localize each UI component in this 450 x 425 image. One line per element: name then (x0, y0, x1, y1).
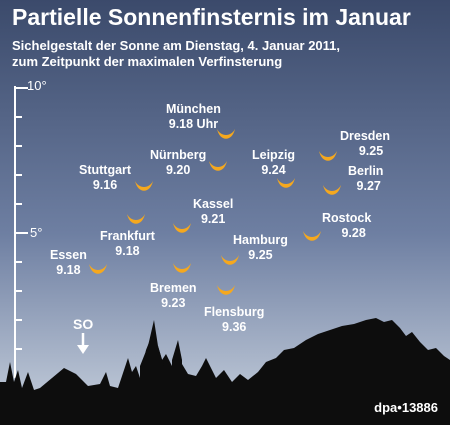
city-time: 9.36 (222, 320, 247, 334)
arrow-down-icon (77, 333, 89, 354)
axis-tick (14, 203, 22, 205)
axis-tick (14, 319, 22, 321)
sun-crescent-berlin (323, 185, 341, 195)
axis-tick-5 (14, 232, 28, 234)
image-credit: dpa•13886 (374, 400, 438, 415)
axis-tick-10 (14, 87, 28, 89)
city-name: Flensburg (204, 305, 265, 319)
sun-crescent-kassel (173, 223, 191, 233)
sun-crescent-dresden (319, 151, 337, 161)
city-label-berlin: Berlin 9.27 (348, 164, 383, 194)
city-name: Berlin (348, 164, 384, 178)
city-name: Dresden (340, 129, 391, 143)
axis-label-5: 5° (30, 225, 43, 240)
sun-crescent-hamburg (221, 255, 239, 265)
city-label-bremen: Bremen 9.23 (150, 281, 197, 311)
city-time: 9.24 (261, 163, 286, 177)
axis-label-10: 10° (27, 78, 47, 93)
city-name: Frankfurt (100, 229, 155, 243)
axis-tick (14, 145, 22, 147)
city-label-leipzig: Leipzig 9.24 (252, 148, 295, 178)
city-time: 9.18 (115, 244, 140, 258)
city-label-flensburg: Flensburg 9.36 (204, 305, 264, 335)
city-label-frankfurt: Frankfurt 9.18 (100, 229, 155, 259)
city-time: 9.25 (358, 144, 384, 158)
axis-tick (14, 174, 22, 176)
city-label-hamburg: Hamburg 9.25 (233, 233, 288, 263)
sun-crescent-nuernberg (209, 161, 227, 171)
sun-crescent-rostock (303, 231, 321, 241)
city-time: 9.18 Uhr (168, 117, 219, 131)
city-time: 9.18 (56, 263, 81, 277)
sun-crescent-flensburg (217, 285, 235, 295)
axis-tick (14, 348, 22, 350)
sun-crescent-leipzig (277, 178, 295, 188)
city-name: Hamburg (233, 233, 288, 247)
subtitle-line-1: Sichelgestalt der Sonne am Dienstag, 4. … (12, 38, 341, 53)
page-title: Partielle Sonnenfinsternis im Januar (12, 4, 411, 30)
city-time: 9.28 (341, 226, 366, 240)
sun-crescent-essen (89, 264, 107, 274)
direction-label: SO (73, 316, 94, 332)
city-name: Stuttgart (79, 163, 132, 177)
city-name: München (166, 102, 221, 116)
city-time: 9.27 (356, 179, 381, 193)
city-label-muenchen: München 9.18 Uhr (166, 102, 221, 132)
city-label-stuttgart: Stuttgart 9.16 (79, 163, 131, 193)
landscape-silhouette (0, 318, 450, 425)
city-name: Kassel (193, 197, 234, 211)
subtitle: Sichelgestalt der Sonne am Dienstag, 4. … (12, 38, 340, 70)
city-name: Leipzig (252, 148, 296, 162)
axis-tick (14, 116, 22, 118)
city-time: 9.23 (161, 296, 186, 310)
city-label-rostock: Rostock 9.28 (322, 211, 371, 241)
city-label-dresden: Dresden 9.25 (340, 129, 390, 159)
sun-crescent-bremen (173, 263, 191, 273)
sun-crescent-muenchen (217, 129, 235, 139)
city-name: Essen (50, 248, 87, 262)
sun-crescent-stuttgart (135, 181, 153, 191)
city-time: 9.16 (92, 178, 118, 192)
subtitle-line-2: zum Zeitpunkt der maximalen Verfinsterun… (12, 54, 283, 69)
axis-tick (14, 290, 22, 292)
city-label-kassel: Kassel 9.21 (193, 197, 233, 227)
city-time: 9.25 (248, 248, 273, 262)
city-time: 9.21 (200, 212, 226, 226)
city-time: 9.20 (165, 163, 191, 177)
city-name: Rostock (322, 211, 372, 225)
city-name: Bremen (150, 281, 197, 295)
sun-crescent-frankfurt (127, 214, 145, 224)
city-label-essen: Essen 9.18 (50, 248, 87, 278)
city-label-nuernberg: Nürnberg 9.20 (150, 148, 206, 178)
city-name: Nürnberg (150, 148, 207, 162)
axis-tick (14, 261, 22, 263)
